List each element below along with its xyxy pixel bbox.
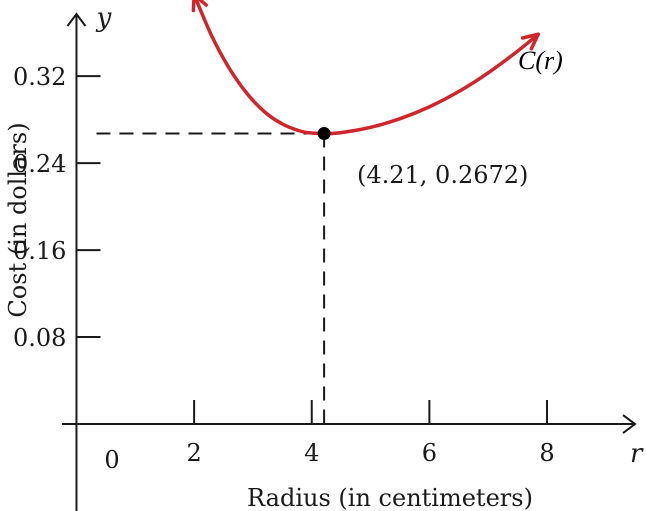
series-line-0: [194, 0, 540, 136]
labels-layer: 2 4 6 8 0.08 0.16 0.24 0.32: [13, 63, 555, 467]
axes: [62, 12, 637, 511]
y-axis-arrow: [66, 12, 87, 27]
y-tick-label-3: 0.32: [13, 63, 66, 91]
x-axis-title: Radius (in centimeters): [247, 484, 533, 511]
x-axis-letter: r: [630, 439, 644, 469]
highlight-point: [317, 127, 331, 141]
series-layer: [191, 0, 540, 141]
guide-lines: [96, 132, 326, 425]
y-tick-label-1: 0.16: [13, 237, 66, 265]
x-tick-label-4: 4: [304, 439, 319, 467]
x-tick-label-8: 8: [539, 439, 554, 467]
series-arrow-start-0: [191, 0, 208, 13]
series-label: C(r): [518, 46, 563, 75]
x-tick-label-2: 2: [186, 439, 201, 467]
y-tick-label-2: 0.24: [13, 150, 66, 178]
y-tick-label-0: 0.08: [13, 324, 66, 352]
x-tick-label-6: 6: [422, 439, 437, 467]
x-axis-arrow: [622, 414, 637, 434]
ticks: [76, 75, 549, 425]
series-arrow-end-0: [520, 32, 540, 51]
y-axis-title: Cost (in dollars): [4, 122, 32, 317]
origin-label: 0: [104, 446, 119, 474]
y-axis-letter: y: [96, 3, 112, 33]
point-annotation: (4.21, 0.2672): [357, 161, 528, 189]
